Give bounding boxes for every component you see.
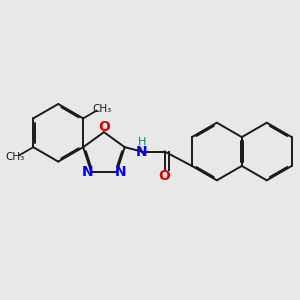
Text: O: O (159, 169, 170, 183)
Text: N: N (115, 165, 126, 178)
Text: CH₃: CH₃ (5, 152, 25, 162)
Text: H: H (138, 137, 146, 147)
Text: N: N (82, 165, 93, 178)
Text: CH₃: CH₃ (92, 104, 111, 114)
Text: O: O (98, 120, 110, 134)
Text: N: N (136, 145, 148, 158)
